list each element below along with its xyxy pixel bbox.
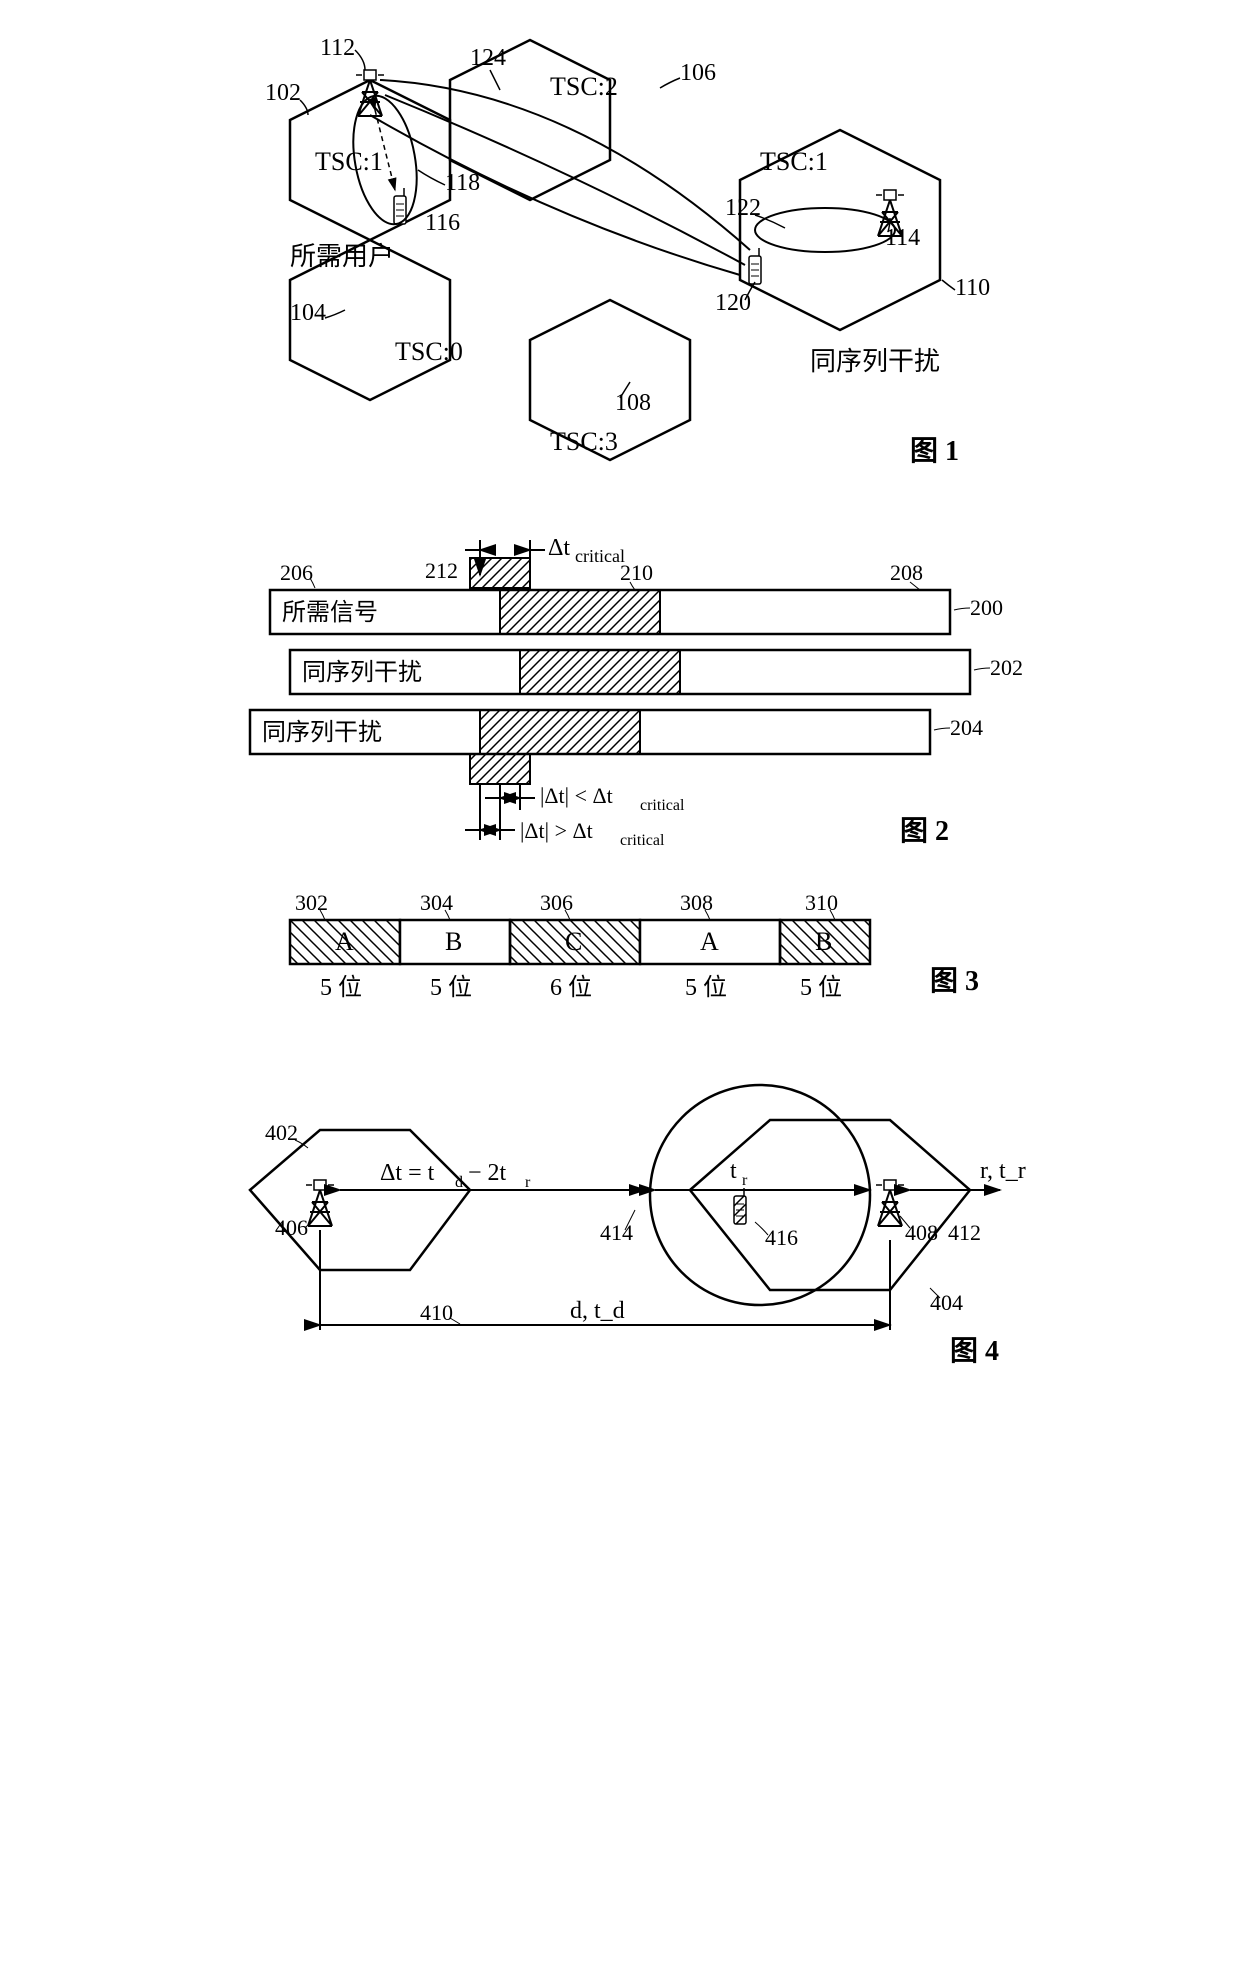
svg-text:A: A: [335, 927, 354, 956]
ref-102: 102: [265, 80, 301, 106]
tower-406-icon: [306, 1180, 334, 1226]
fig4-caption: 图 4: [950, 1336, 999, 1367]
cell-110-tsc: TSC:1: [760, 147, 828, 176]
ref-116: 116: [425, 210, 460, 236]
svg-text:412: 412: [948, 1220, 981, 1245]
svg-text:同序列干扰: 同序列干扰: [262, 719, 382, 746]
svg-text:200: 200: [970, 595, 1003, 620]
svg-text:308: 308: [680, 890, 713, 915]
figure-1: TSC:1 TSC:0 TSC:2 TSC:3 TSC:1 112 102 12…: [170, 20, 1070, 520]
seg-302: A 302 5 位: [290, 890, 400, 1001]
ref-122: 122: [725, 195, 761, 221]
phone-120-icon: [749, 248, 761, 284]
svg-text:404: 404: [930, 1290, 963, 1315]
ref-110: 110: [955, 275, 990, 301]
ref-108: 108: [615, 390, 651, 416]
cell-104-tsc: TSC:0: [395, 337, 463, 366]
seg-304: B 304 5 位: [400, 890, 510, 1001]
svg-text:5 位: 5 位: [430, 974, 472, 1001]
svg-text:critical: critical: [620, 832, 665, 849]
svg-text:310: 310: [805, 890, 838, 915]
svg-text:critical: critical: [640, 797, 685, 814]
cell-402: [250, 1130, 470, 1270]
ref-104: 104: [290, 300, 326, 326]
svg-text:6 位: 6 位: [550, 974, 592, 1001]
tower-408-icon: [876, 1180, 904, 1226]
row-intf-2: 同序列干扰 204: [250, 710, 983, 754]
svg-text:210: 210: [620, 560, 653, 585]
desired-user-label: 所需用户: [290, 242, 394, 271]
svg-text:Δt = t: Δt = t: [380, 1160, 435, 1186]
figure-2: Δtcritical 212 所需信号 206 210 208 200 同序列干…: [170, 520, 1070, 880]
svg-text:B: B: [445, 927, 462, 956]
svg-text:410: 410: [420, 1300, 453, 1325]
cell-102-tsc: TSC:1: [315, 147, 383, 176]
svg-text:r: r: [742, 1172, 748, 1189]
svg-text:Δt: Δt: [548, 535, 570, 561]
ref-124: 124: [470, 45, 506, 71]
svg-text:306: 306: [540, 890, 573, 915]
ref-114: 114: [885, 225, 920, 251]
svg-text:C: C: [565, 927, 582, 956]
phone-116-icon: [394, 188, 406, 224]
svg-text:5 位: 5 位: [320, 974, 362, 1001]
fig2-caption: 图 2: [900, 816, 949, 847]
svg-text:− 2t: − 2t: [468, 1160, 507, 1186]
svg-text:r: r: [525, 1174, 531, 1191]
ref-106: 106: [680, 60, 716, 86]
svg-text:critical: critical: [575, 546, 625, 566]
svg-text:t: t: [730, 1158, 737, 1184]
fig3-caption: 图 3: [930, 966, 979, 997]
interference-label: 同序列干扰: [810, 347, 940, 376]
cell-106-tsc: TSC:2: [550, 72, 618, 101]
row-intf-1: 同序列干扰 202: [290, 650, 1023, 694]
svg-text:|Δt| > Δt: |Δt| > Δt: [520, 818, 593, 843]
cell-108-tsc: TSC:3: [550, 427, 618, 456]
svg-text:B: B: [815, 927, 832, 956]
svg-text:5 位: 5 位: [800, 974, 842, 1001]
ref-120: 120: [715, 290, 751, 316]
svg-text:302: 302: [295, 890, 328, 915]
link-122: [755, 208, 895, 252]
figure-3: A 302 5 位 B 304 5 位 C 306 6 位 A 308 5 位: [170, 880, 1070, 1040]
svg-text:r, t_r: r, t_r: [980, 1158, 1026, 1184]
svg-text:402: 402: [265, 1120, 298, 1145]
svg-text:408: 408: [905, 1220, 938, 1245]
figure-4: Δt = td − 2tr tr r, t_r d, t_d 402 406 4…: [170, 1040, 1070, 1380]
svg-text:A: A: [700, 927, 719, 956]
ref-212: 212: [425, 558, 458, 583]
svg-text:|Δt| < Δt: |Δt| < Δt: [540, 783, 613, 808]
svg-text:d: d: [455, 1174, 463, 1191]
svg-text:206: 206: [280, 560, 313, 585]
svg-text:同序列干扰: 同序列干扰: [302, 659, 422, 686]
svg-text:d, t_d: d, t_d: [570, 1298, 625, 1324]
svg-text:5 位: 5 位: [685, 974, 727, 1001]
svg-text:416: 416: [765, 1225, 798, 1250]
svg-text:208: 208: [890, 560, 923, 585]
svg-text:406: 406: [275, 1215, 308, 1240]
seg-308: A 308 5 位: [640, 890, 780, 1001]
svg-text:204: 204: [950, 715, 983, 740]
seg-310: B 310 5 位: [780, 890, 870, 1001]
ref-118: 118: [445, 170, 480, 196]
fig1-caption: 图 1: [910, 436, 959, 467]
seg-306: C 306 6 位: [510, 890, 640, 1001]
svg-text:所需信号: 所需信号: [282, 599, 378, 626]
ref-112: 112: [320, 35, 355, 61]
cell-404: [690, 1120, 970, 1290]
svg-text:202: 202: [990, 655, 1023, 680]
row-desired: 所需信号 206 210 208 200: [270, 560, 1003, 634]
svg-text:304: 304: [420, 890, 453, 915]
